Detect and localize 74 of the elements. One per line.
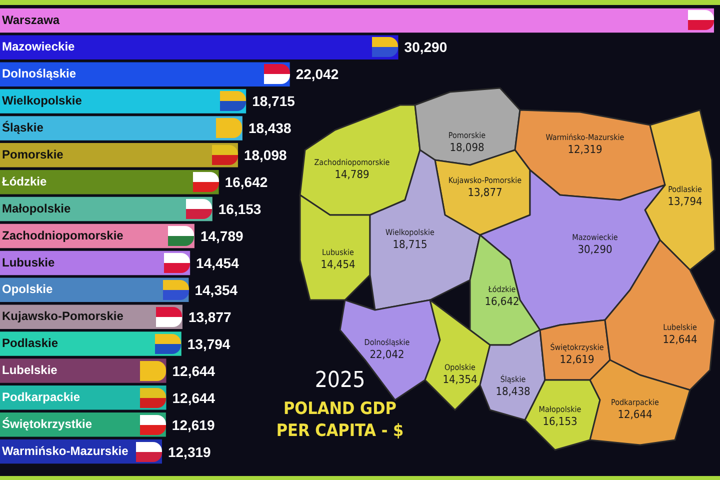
y-tick-label: Łódzkie xyxy=(2,174,47,188)
y-tick-label: Podkarpackie xyxy=(2,390,80,404)
text: POLAND GDP PER CAPITA - $ xyxy=(275,398,405,442)
category-label: Pomorskie xyxy=(448,131,486,140)
data-label: 18,098 xyxy=(244,147,287,164)
y-tick-label: Pomorskie xyxy=(2,147,64,162)
y-tick-label: Śląskie xyxy=(2,120,44,135)
y-tick-label: Dolnośląskie xyxy=(2,66,76,81)
category-label: Małopolskie xyxy=(538,405,582,414)
data-label: 16,153 xyxy=(218,201,262,218)
data-label: 16,642 xyxy=(484,295,520,308)
category-label: Podlaskie xyxy=(668,185,702,194)
data-label: 12,619 xyxy=(172,416,215,433)
y-tick-label: Kujawsko-Pomorskie xyxy=(2,309,124,324)
data-label: 12,319 xyxy=(568,143,602,156)
data-label: 14,789 xyxy=(200,228,244,244)
category-label: Mazowieckie xyxy=(572,233,618,242)
data-label: 22,042 xyxy=(370,348,404,361)
data-label: 16,153 xyxy=(542,415,578,428)
data-label: 14,454 xyxy=(320,258,356,271)
data-label: 14,354 xyxy=(194,282,238,298)
data-label: 18,438 xyxy=(496,385,530,398)
data-label: 12,644 xyxy=(172,390,216,406)
data-label: 18,715 xyxy=(392,238,428,251)
y-tick-label: Lubelskie xyxy=(2,363,58,378)
data-label: 30,290 xyxy=(404,39,448,56)
y-tick-label: Świętokrzystkie xyxy=(2,416,92,431)
data-label: 16,642 xyxy=(224,174,268,190)
bar xyxy=(0,62,290,86)
data-label: 18,438 xyxy=(248,120,292,136)
category-label: Dolnośląskie xyxy=(364,338,410,347)
category-label: Warmińsko-Mazurskie xyxy=(546,133,625,142)
bar xyxy=(0,89,246,114)
category-label: Zachodniopomorskie xyxy=(314,158,390,167)
category-label: Wielkopolskie xyxy=(386,228,436,237)
y-tick-label: Wielkopolskie xyxy=(2,94,82,108)
y-tick-label: Podlaskie xyxy=(2,336,58,350)
data-label: 22,042 xyxy=(296,66,339,82)
y-tick-label: Warmińsko-Mazurskie xyxy=(2,444,129,458)
category-label: Świętokrzyskie xyxy=(550,342,604,352)
text: 2025 xyxy=(314,368,366,393)
bar xyxy=(0,8,714,33)
category-label: Podkarpackie xyxy=(611,398,660,407)
y-tick-label: Mazowieckie xyxy=(2,40,76,54)
bar xyxy=(0,116,242,140)
category-label: Kujawsko-Pomorskie xyxy=(448,176,522,185)
y-tick-label: Opolskie xyxy=(2,282,54,296)
y-tick-label: Małopolskie xyxy=(2,201,72,216)
category-label: Lubuskie xyxy=(322,248,355,257)
data-label: 13,794 xyxy=(668,195,702,208)
bar xyxy=(0,143,238,168)
data-label: 12,644 xyxy=(618,408,652,421)
y-tick-label: Warszawa xyxy=(2,12,60,27)
data-label: 14,354 xyxy=(442,373,478,386)
bar xyxy=(0,35,398,60)
data-label: 18,715 xyxy=(252,93,295,110)
data-label: 18,098 xyxy=(450,141,484,154)
category-label: Łódzkie xyxy=(487,285,516,294)
category-label: Opolskie xyxy=(444,363,476,372)
data-label: 13,877 xyxy=(188,308,232,325)
data-label: 14,454 xyxy=(196,254,239,271)
y-tick-label: Lubuskie xyxy=(2,255,55,270)
category-label: Śląskie xyxy=(500,374,526,384)
data-label: 12,619 xyxy=(560,353,594,366)
data-label: 30,290 xyxy=(578,243,612,256)
bar xyxy=(0,170,219,194)
y-tick-label: Zachodniopomorskie xyxy=(2,228,124,242)
category-label: Lubelskie xyxy=(663,323,698,332)
data-label: 13,877 xyxy=(468,186,502,199)
data-label: 12,644 xyxy=(172,362,216,379)
data-label: 12,644 xyxy=(662,333,698,346)
data-label: 14,789 xyxy=(334,168,370,181)
data-label: 12,319 xyxy=(168,444,211,460)
data-label: 13,794 xyxy=(187,336,230,352)
